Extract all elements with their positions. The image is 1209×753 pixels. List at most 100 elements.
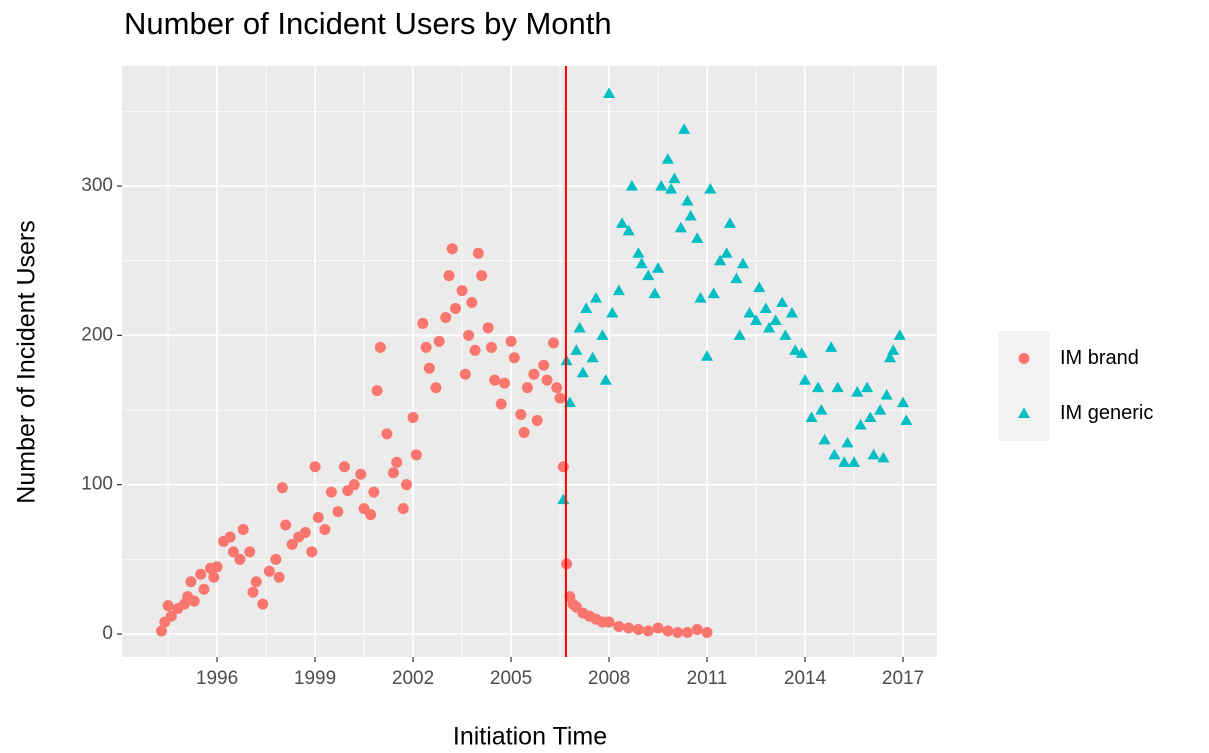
point bbox=[831, 381, 844, 393]
point bbox=[227, 546, 239, 558]
point bbox=[700, 350, 714, 361]
point bbox=[785, 306, 799, 318]
point bbox=[769, 314, 782, 325]
point bbox=[280, 519, 292, 531]
point bbox=[701, 627, 713, 639]
point bbox=[684, 209, 697, 221]
point bbox=[838, 456, 851, 467]
point bbox=[273, 571, 285, 583]
point bbox=[505, 335, 517, 347]
point bbox=[812, 381, 825, 393]
point bbox=[632, 624, 644, 636]
point bbox=[759, 302, 772, 314]
point bbox=[704, 182, 717, 194]
point bbox=[691, 624, 703, 636]
point bbox=[678, 123, 691, 134]
point bbox=[469, 344, 481, 356]
point bbox=[847, 456, 861, 467]
point bbox=[625, 180, 638, 191]
point bbox=[381, 428, 393, 440]
point bbox=[195, 568, 207, 580]
point bbox=[374, 341, 386, 353]
point bbox=[456, 285, 468, 297]
point bbox=[508, 352, 520, 364]
point bbox=[515, 409, 527, 421]
point bbox=[602, 87, 616, 99]
point bbox=[198, 583, 210, 595]
x-tick-label: 2014 bbox=[784, 668, 827, 689]
point bbox=[188, 595, 200, 607]
legend-label: IM brand bbox=[1060, 347, 1139, 369]
point bbox=[466, 297, 478, 309]
point bbox=[495, 398, 507, 410]
point bbox=[433, 335, 445, 347]
point bbox=[371, 385, 383, 397]
point bbox=[613, 621, 625, 633]
point bbox=[250, 576, 262, 588]
grid bbox=[122, 66, 937, 657]
point bbox=[795, 347, 808, 358]
point bbox=[557, 461, 569, 473]
point bbox=[430, 382, 442, 394]
point bbox=[368, 486, 380, 498]
legend-symbol bbox=[1017, 407, 1031, 419]
point bbox=[672, 627, 684, 639]
point bbox=[642, 269, 655, 281]
marks bbox=[156, 66, 913, 657]
point bbox=[548, 337, 560, 349]
x-tick-label: 2008 bbox=[588, 668, 630, 689]
point bbox=[707, 287, 720, 299]
point bbox=[518, 426, 530, 438]
point bbox=[440, 311, 452, 323]
x-tick-label: 2002 bbox=[392, 668, 434, 689]
point bbox=[443, 270, 455, 282]
x-tick-label: 1999 bbox=[294, 668, 336, 689]
point bbox=[450, 302, 462, 314]
point bbox=[779, 329, 792, 340]
legend-symbol bbox=[1018, 353, 1030, 364]
point bbox=[551, 382, 563, 394]
point bbox=[681, 627, 693, 639]
point bbox=[603, 616, 615, 628]
point bbox=[211, 561, 223, 573]
point bbox=[612, 284, 625, 296]
point bbox=[606, 306, 619, 318]
point bbox=[423, 362, 435, 374]
point bbox=[635, 257, 648, 269]
point bbox=[805, 411, 818, 423]
y-tick-label: 200 bbox=[81, 324, 113, 345]
x-tick-label: 2005 bbox=[490, 668, 532, 689]
point bbox=[417, 317, 429, 329]
point bbox=[815, 403, 828, 415]
point bbox=[244, 546, 256, 558]
point bbox=[338, 461, 350, 473]
point bbox=[883, 351, 897, 363]
point bbox=[681, 194, 694, 206]
point bbox=[841, 436, 854, 448]
point bbox=[365, 509, 377, 521]
panel bbox=[122, 66, 937, 657]
point bbox=[854, 418, 867, 430]
point bbox=[714, 254, 727, 266]
point bbox=[257, 598, 269, 610]
point bbox=[651, 262, 665, 273]
legend: IM brand IM generic bbox=[998, 331, 1153, 441]
point bbox=[861, 381, 874, 393]
point bbox=[482, 322, 494, 334]
point bbox=[401, 479, 413, 491]
point bbox=[753, 281, 766, 293]
x-axis-title: Initiation Time bbox=[453, 723, 607, 751]
point bbox=[665, 182, 678, 194]
point bbox=[616, 217, 629, 228]
point bbox=[580, 302, 593, 314]
point bbox=[286, 538, 298, 550]
point bbox=[589, 291, 603, 303]
point bbox=[874, 403, 887, 415]
point bbox=[662, 625, 674, 637]
x-tick-label: 2017 bbox=[882, 668, 924, 689]
point bbox=[528, 368, 540, 380]
point bbox=[397, 503, 409, 515]
point bbox=[776, 296, 789, 308]
point bbox=[185, 576, 197, 588]
